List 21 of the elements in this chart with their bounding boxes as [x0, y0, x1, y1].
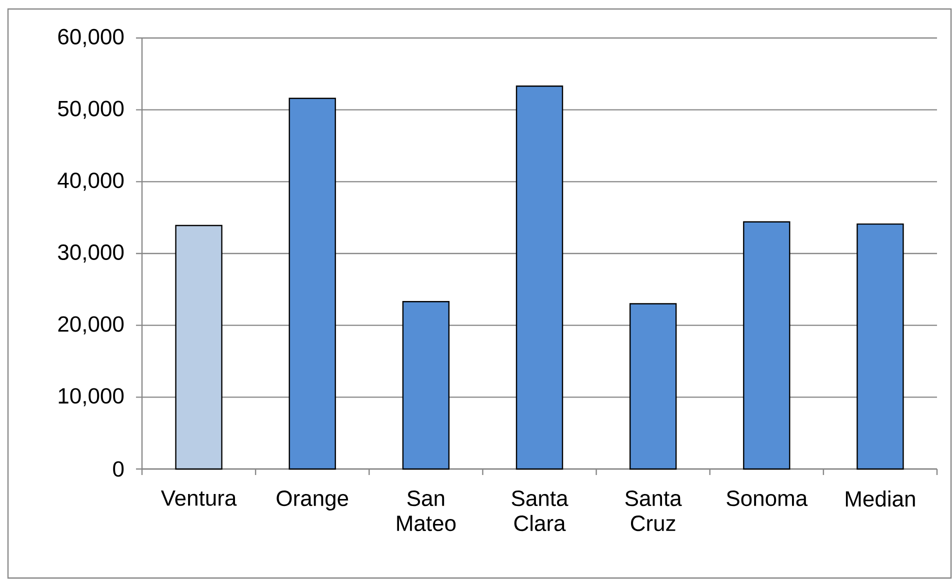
y-tick-label: 30,000 [58, 244, 124, 263]
y-tick-label: 40,000 [58, 172, 124, 191]
y-tick-label: 0 [113, 461, 124, 477]
bar [288, 98, 336, 470]
bar [856, 223, 904, 470]
x-tick-label: Median [846, 490, 915, 507]
y-tick-label: 60,000 [58, 28, 124, 48]
x-tick-label: Ventura [160, 490, 237, 506]
x-tick-label: Orange [276, 490, 348, 510]
x-tick-label: Santa Cruz [625, 490, 682, 532]
y-tick-label: 10,000 [58, 388, 124, 406]
y-tick-label: 50,000 [58, 100, 124, 119]
bar [743, 221, 790, 470]
x-tick-label: Sonoma [726, 490, 808, 506]
y-tick-label: 20,000 [58, 316, 124, 334]
x-tick-label: Santa Clara [512, 490, 568, 532]
x-tick-label: San Mateo [397, 490, 456, 532]
bar [516, 86, 564, 470]
bar [175, 224, 222, 470]
bar [402, 301, 450, 470]
bar [629, 303, 677, 470]
